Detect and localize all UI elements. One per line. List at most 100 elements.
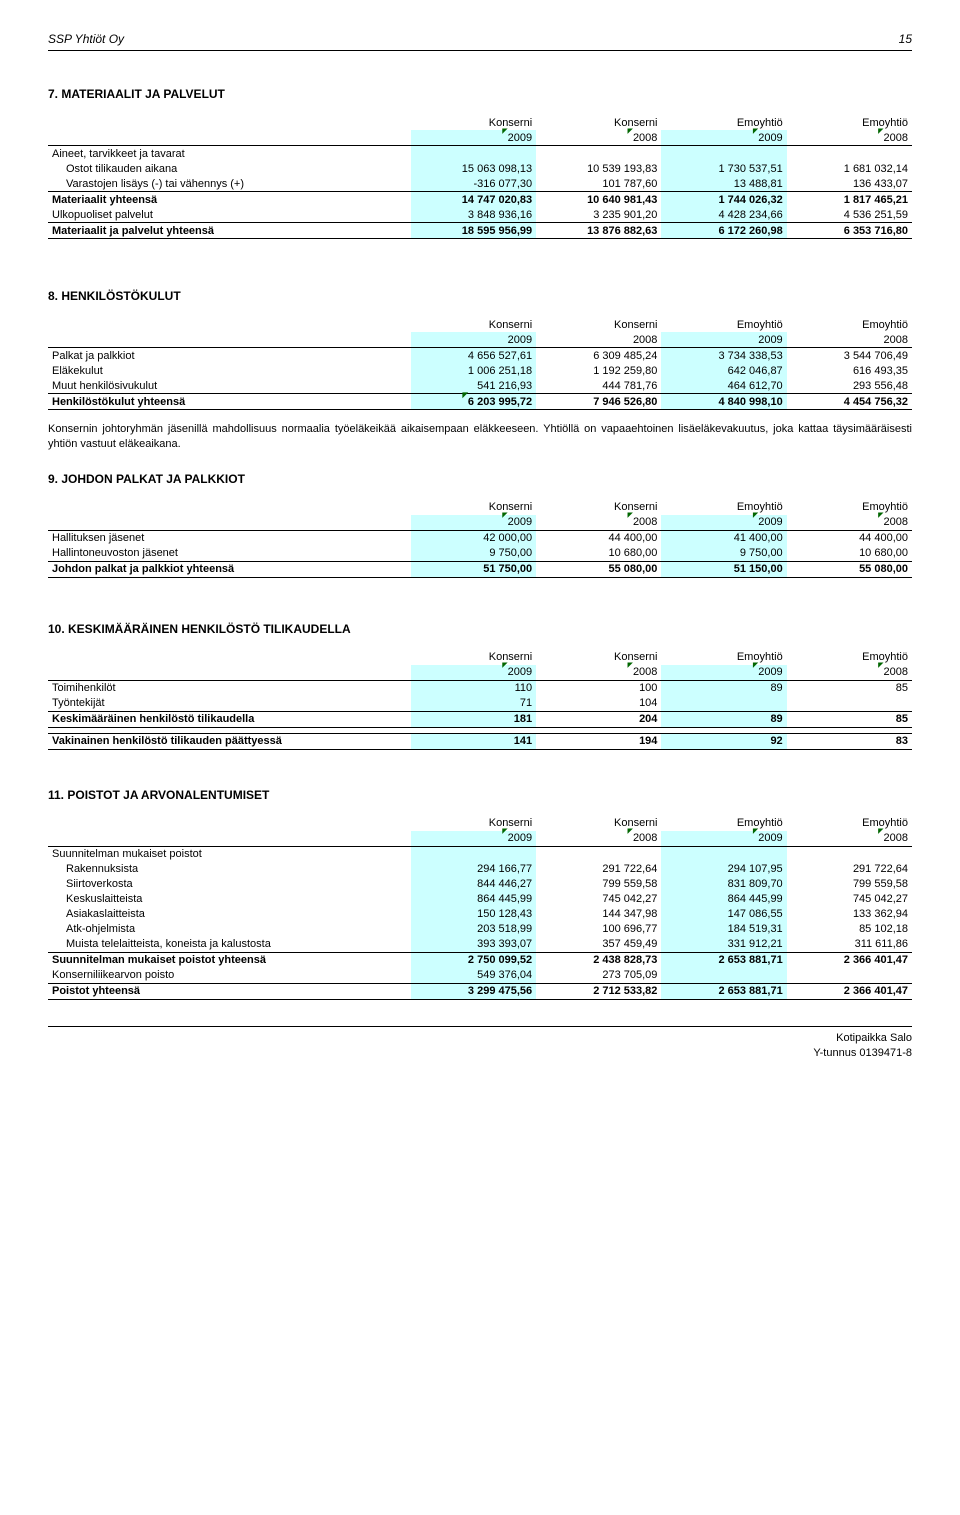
row-label: Materiaalit ja palvelut yhteensä <box>48 223 411 239</box>
cell-value: 1 192 259,80 <box>536 363 661 378</box>
cell-value: 642 046,87 <box>661 363 786 378</box>
cell-value: 44 400,00 <box>787 530 912 546</box>
cell-value: 616 493,35 <box>787 363 912 378</box>
cell-value <box>536 146 661 162</box>
cell-value: 10 680,00 <box>536 546 661 562</box>
cell-value: 2 712 533,82 <box>536 983 661 999</box>
table-row: Suunnitelman mukaiset poistot <box>48 846 912 862</box>
cell-value: 194 <box>536 733 661 749</box>
cell-value: 273 705,09 <box>536 968 661 984</box>
table-row: Materiaalit yhteensä14 747 020,8310 640 … <box>48 192 912 208</box>
cell-value: 9 750,00 <box>411 546 536 562</box>
table-row: Konserniliikearvon poisto549 376,04273 7… <box>48 968 912 984</box>
cell-value: 184 519,31 <box>661 922 786 937</box>
table-row: Hallintoneuvoston jäsenet9 750,0010 680,… <box>48 546 912 562</box>
table-header-row: KonserniKonserniEmoyhtiöEmoyhtiö <box>48 317 912 332</box>
cell-value: 41 400,00 <box>661 530 786 546</box>
cell-value: 291 722,64 <box>787 862 912 877</box>
cell-value: 14 747 020,83 <box>411 192 536 208</box>
cell-value: 3 544 706,49 <box>787 348 912 364</box>
row-label: Materiaalit yhteensä <box>48 192 411 208</box>
cell-value: 89 <box>661 711 786 727</box>
cell-value: 44 400,00 <box>536 530 661 546</box>
table-row: Suunnitelman mukaiset poistot yhteensä2 … <box>48 952 912 968</box>
cell-value: 104 <box>536 696 661 712</box>
table-row: Henkilöstökulut yhteensä◤6 203 995,727 9… <box>48 394 912 410</box>
cell-value: 864 445,99 <box>661 892 786 907</box>
column-header: Emoyhtiö <box>661 317 786 332</box>
page-number: 15 <box>899 32 912 46</box>
table-row: Työntekijät71104 <box>48 696 912 712</box>
footer-line-2: Y-tunnus 0139471-8 <box>48 1046 912 1061</box>
column-header: Emoyhtiö <box>661 650 786 665</box>
table-row: Keskuslaitteista864 445,99745 042,27864 … <box>48 892 912 907</box>
row-label: Palkat ja palkkiot <box>48 348 411 364</box>
cell-value: 141 <box>411 733 536 749</box>
page-header: SSP Yhtiöt Oy 15 <box>48 32 912 46</box>
cell-value: 55 080,00 <box>536 561 661 577</box>
cell-value: 89 <box>661 680 786 696</box>
column-header: Konserni <box>536 317 661 332</box>
section-8-paragraph: Konsernin johtoryhmän jäsenillä mahdolli… <box>48 422 912 452</box>
column-year: 2009 <box>661 332 786 348</box>
section-9-title: 9. JOHDON PALKAT JA PALKKIOT <box>48 472 912 486</box>
column-year: ◤2009 <box>661 130 786 146</box>
column-year: ◤2008 <box>787 665 912 681</box>
cell-value: 1 817 465,21 <box>787 192 912 208</box>
cell-value: 1 744 026,32 <box>661 192 786 208</box>
header-rule <box>48 50 912 51</box>
column-header: Emoyhtiö <box>661 500 786 515</box>
cell-value: 291 722,64 <box>536 862 661 877</box>
cell-value: 42 000,00 <box>411 530 536 546</box>
cell-value: 4 840 998,10 <box>661 394 786 410</box>
cell-value: 51 750,00 <box>411 561 536 577</box>
cell-value: 10 640 981,43 <box>536 192 661 208</box>
cell-value: 15 063 098,13 <box>411 161 536 176</box>
cell-value: 85 <box>787 680 912 696</box>
column-header: Emoyhtiö <box>787 816 912 831</box>
cell-value <box>787 146 912 162</box>
cell-value: 4 428 234,66 <box>661 207 786 223</box>
cell-value: 311 611,86 <box>787 937 912 953</box>
cell-value <box>661 146 786 162</box>
cell-value: 7 946 526,80 <box>536 394 661 410</box>
cell-value: 1 730 537,51 <box>661 161 786 176</box>
table-year-row: ◤2009◤2008◤2009◤2008 <box>48 130 912 146</box>
cell-value: 3 734 338,53 <box>661 348 786 364</box>
column-year: ◤2008 <box>536 515 661 531</box>
table-row: Muista telelaitteista, koneista ja kalus… <box>48 937 912 953</box>
table-row: Varastojen lisäys (-) tai vähennys (+)-3… <box>48 176 912 192</box>
table-year-row: ◤2009◤2008◤2009◤2008 <box>48 665 912 681</box>
table-row: Vakinainen henkilöstö tilikauden päättye… <box>48 733 912 749</box>
cell-value: ◤6 203 995,72 <box>411 394 536 410</box>
cell-value: 393 393,07 <box>411 937 536 953</box>
cell-value: 150 128,43 <box>411 907 536 922</box>
cell-value: 1 681 032,14 <box>787 161 912 176</box>
row-label: Toimihenkilöt <box>48 680 411 696</box>
row-label: Rakennuksista <box>48 862 411 877</box>
column-header: Emoyhtiö <box>787 500 912 515</box>
column-year: ◤2009 <box>411 130 536 146</box>
section-11-table-wrap: KonserniKonserniEmoyhtiöEmoyhtiö◤2009◤20… <box>48 816 912 1000</box>
column-year: ◤2008 <box>787 515 912 531</box>
row-label: Poistot yhteensä <box>48 983 411 999</box>
section-7-table-wrap: KonserniKonserniEmoyhtiöEmoyhtiö◤2009◤20… <box>48 115 912 239</box>
cell-value: 6 172 260,98 <box>661 223 786 239</box>
table-header-row: KonserniKonserniEmoyhtiöEmoyhtiö <box>48 500 912 515</box>
section-8-title: 8. HENKILÖSTÖKULUT <box>48 289 912 303</box>
column-header: Konserni <box>411 816 536 831</box>
row-label: Johdon palkat ja palkkiot yhteensä <box>48 561 411 577</box>
sect8-table: KonserniKonserniEmoyhtiöEmoyhtiö20092008… <box>48 317 912 410</box>
cell-value: 144 347,98 <box>536 907 661 922</box>
cell-value: 294 107,95 <box>661 862 786 877</box>
cell-value: 549 376,04 <box>411 968 536 984</box>
cell-value: 331 912,21 <box>661 937 786 953</box>
company-name: SSP Yhtiöt Oy <box>48 32 124 46</box>
cell-value <box>661 846 786 862</box>
cell-value: 181 <box>411 711 536 727</box>
cell-value <box>411 846 536 862</box>
cell-value: 1 006 251,18 <box>411 363 536 378</box>
page: SSP Yhtiöt Oy 15 7. MATERIAALIT JA PALVE… <box>0 0 960 1084</box>
column-year: 2008 <box>536 332 661 348</box>
column-year: ◤2008 <box>787 130 912 146</box>
